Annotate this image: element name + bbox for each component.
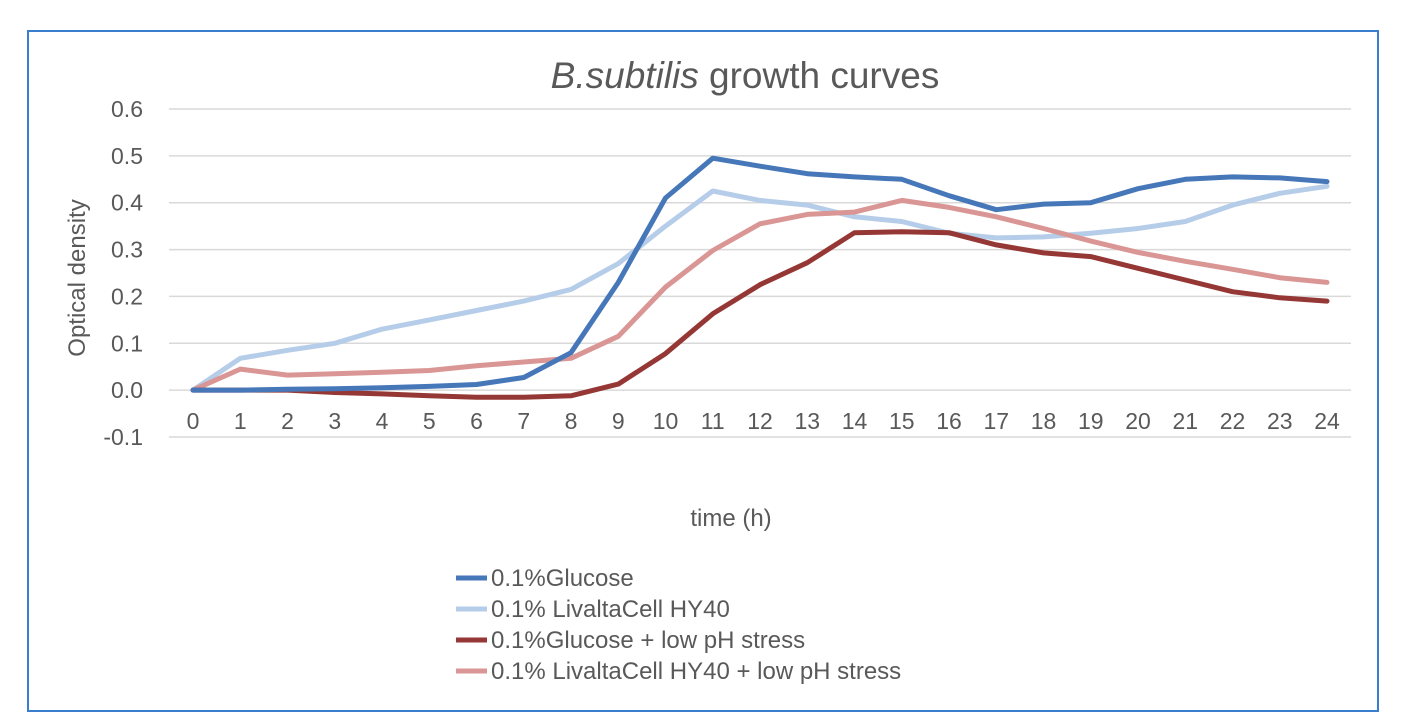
x-tick-label: 19 [1078,408,1104,434]
x-tick-label: 12 [747,408,773,434]
series-line [190,155,1330,393]
y-axis-title: Optical density [64,199,91,356]
series-lines [190,155,1330,400]
x-tick-label: 18 [1031,408,1057,434]
x-tick-label: 9 [612,408,625,434]
x-tick-label: 13 [794,408,820,434]
legend-label: 0.1%Glucose [491,565,634,592]
y-axis-ticks: 0.6 0.5 0.4 0.3 0.2 0.1 0.0 -0.1 [103,96,143,450]
x-tick-label: 8 [565,408,578,434]
series-line [190,229,1330,400]
x-tick-label: 6 [470,408,483,434]
x-tick-label: 2 [281,408,294,434]
x-tick-label: 21 [1172,408,1198,434]
x-tick-label: 5 [423,408,436,434]
x-tick-label: 16 [936,408,962,434]
legend-label: 0.1% LivaltaCell HY40 + low pH stress [491,658,901,685]
x-tick-label: 10 [653,408,679,434]
line-chart: B.subtilis growth curves 0.6 0.5 0.4 0.3 0.2… [64,55,1351,685]
x-tick-label: 1 [234,408,247,434]
x-tick-label: 22 [1220,408,1246,434]
y-tick-label: 0.1 [111,330,143,356]
y-tick-label: 0.4 [111,190,143,216]
x-tick-label: 24 [1314,408,1340,434]
x-axis-title: time (h) [690,505,771,532]
x-tick-label: 15 [889,408,915,434]
legend-item: 0.1% LivaltaCell HY40 + low pH stress [456,658,901,685]
legend-label: 0.1% LivaltaCell HY40 [491,596,730,623]
x-tick-label: 23 [1267,408,1293,434]
legend-item: 0.1%Glucose [456,565,634,592]
chart-title: B.subtilis growth curves [551,55,940,96]
series-line [190,183,1330,393]
x-tick-label: 0 [187,408,200,434]
chart-title-italic: B.subtilis [551,55,699,96]
y-tick-label: 0.2 [111,283,143,309]
x-tick-label: 17 [983,408,1009,434]
y-tick-label: -0.1 [103,424,143,450]
legend-item: 0.1% LivaltaCell HY40 [456,596,730,623]
y-tick-label: 0.3 [111,237,143,263]
y-tick-label: 0.5 [111,143,143,169]
y-tick-label: 0.6 [111,96,143,122]
x-tick-label: 14 [842,408,868,434]
y-tick-label: 0.0 [111,377,143,403]
legend-item: 0.1%Glucose + low pH stress [456,627,805,654]
x-axis-ticks: 0 1 2 3 4 5 6 7 8 9 10 11 12 13 14 15 16 17 18 19 20 21 22 23 24 [187,408,1340,434]
legend: 0.1%Glucose 0.1% LivaltaCell HY40 0.1%Gluc… [456,565,901,685]
x-tick-label: 11 [701,408,725,434]
chart-title-rest: growth curves [699,55,940,96]
chart-frame: B.subtilis growth curves 0.6 0.5 0.4 0.3 0.2… [27,30,1379,712]
x-tick-label: 3 [328,408,341,434]
x-tick-label: 7 [517,408,530,434]
x-tick-label: 20 [1125,408,1151,434]
x-tick-label: 4 [376,408,389,434]
legend-label: 0.1%Glucose + low pH stress [491,627,805,654]
series-line [190,197,1330,393]
